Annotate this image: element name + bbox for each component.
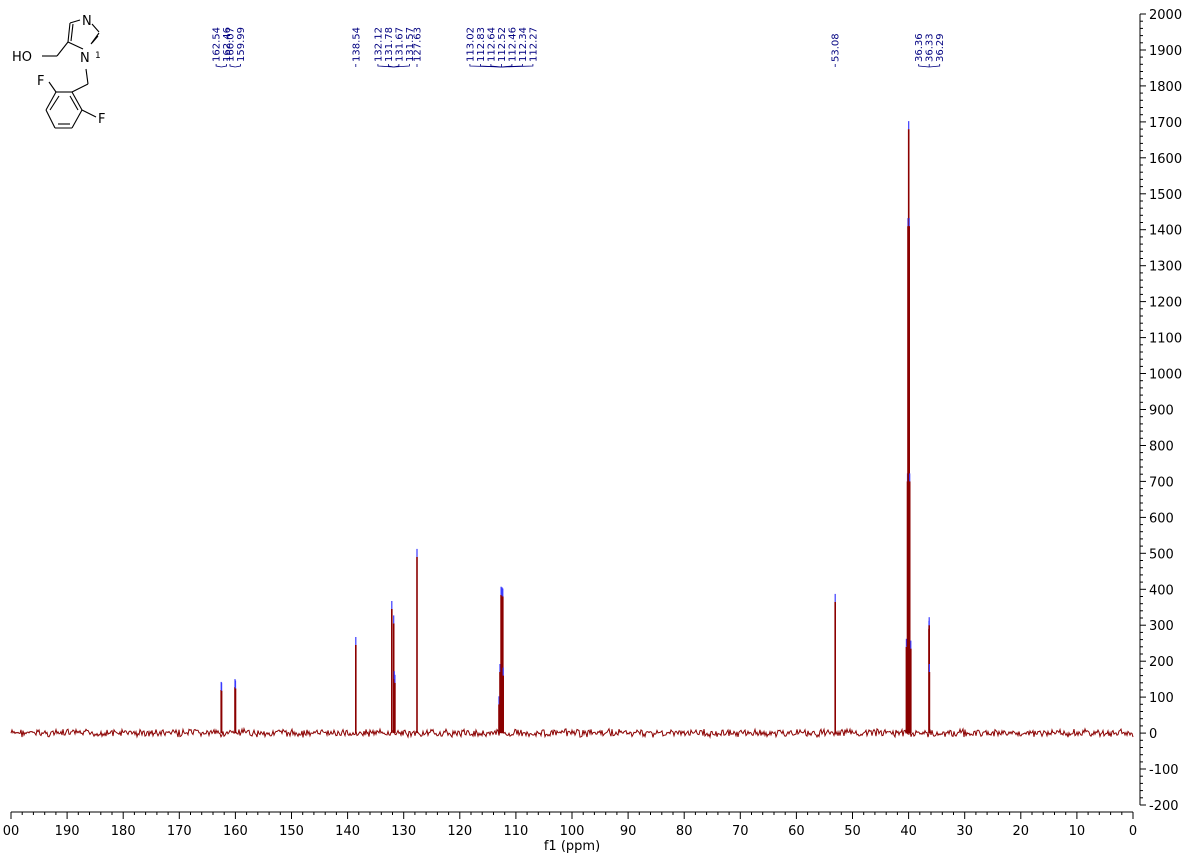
spectrum-layer <box>10 726 1134 740</box>
x-tick-label: 20 <box>1013 824 1030 839</box>
peak-label-connector <box>221 64 227 68</box>
x-tick-label: 160 <box>223 824 248 839</box>
y-tick-label: 1700 <box>1149 116 1182 131</box>
peak-layer <box>220 121 931 734</box>
x-tick-label: 60 <box>788 824 805 839</box>
peak-label-connector <box>929 64 941 68</box>
peak-label-connector <box>377 64 394 68</box>
y-tick-label: 300 <box>1149 619 1174 634</box>
y-tick-label: 800 <box>1149 440 1174 455</box>
x-tick-label: 180 <box>111 824 136 839</box>
peak-label: 132.12 <box>373 27 384 62</box>
x-tick-label: 130 <box>391 824 416 839</box>
y-tick-label: 1500 <box>1149 188 1182 203</box>
y-tick-label: 100 <box>1149 691 1174 706</box>
x-tick-label: 90 <box>620 824 637 839</box>
peak-label: 131.78 <box>384 27 395 62</box>
peak-label: 159.99 <box>236 27 247 62</box>
y-tick-label: 400 <box>1149 583 1174 598</box>
x-tick-label: 10 <box>1069 824 1086 839</box>
peak-label: 113.02 <box>465 27 476 62</box>
y-tick-label: 600 <box>1149 511 1174 526</box>
y-tick-label: -100 <box>1149 763 1179 778</box>
peak-label: 36.29 <box>935 33 946 62</box>
x-tick-label: 0 <box>1129 824 1137 839</box>
peak-label-connector <box>235 64 241 68</box>
peak-label: 112.34 <box>518 27 529 62</box>
y-tick-label: 1800 <box>1149 80 1182 95</box>
y-tick-label: -200 <box>1149 799 1179 814</box>
peak-label: 53.08 <box>831 33 842 62</box>
peak-label: 112.83 <box>476 27 487 62</box>
peak-label: 112.27 <box>528 27 539 62</box>
y-tick-label: 200 <box>1149 655 1174 670</box>
x-tick-label: 110 <box>503 824 528 839</box>
x-tick-label: 170 <box>167 824 192 839</box>
x-tick-label: 140 <box>335 824 360 839</box>
y-axis: 2000190018001700160015001400130012001100… <box>1139 8 1182 814</box>
atom-nitrogen-3: N <box>82 14 92 29</box>
y-tick-label: 1300 <box>1149 260 1182 275</box>
structure-bonds <box>42 19 100 129</box>
y-tick-label: 1200 <box>1149 296 1182 311</box>
peak-label: 138.54 <box>351 27 362 62</box>
y-tick-label: 500 <box>1149 547 1174 562</box>
peak-label-connector <box>388 64 394 68</box>
atom-fluorine-6: F <box>98 112 105 127</box>
peak-label: 131.67 <box>394 27 405 62</box>
x-axis: 00 190 180 170 160 150 140 130 120 110 100 90 80 70 60… <box>3 811 1137 839</box>
y-tick-label: 1100 <box>1149 332 1182 347</box>
spectrum-baseline <box>10 726 1134 740</box>
y-tick-label: 2000 <box>1149 8 1182 23</box>
x-tick-label: 100 <box>560 824 585 839</box>
peak-label: 162.54 <box>212 27 223 62</box>
peak-label-connector <box>490 64 502 68</box>
peak-label: 127.63 <box>413 27 424 62</box>
y-tick-label: 0 <box>1149 727 1157 742</box>
peak-label: 160.07 <box>226 27 237 62</box>
peak-label-connector <box>918 64 930 68</box>
y-tick-label: 1000 <box>1149 368 1182 383</box>
peak-label: 112.46 <box>507 27 518 62</box>
y-tick-label: 1400 <box>1149 224 1182 239</box>
peak-label-connector <box>215 64 222 68</box>
peak-label-connector <box>501 64 534 68</box>
peak-label: 162.46 <box>222 27 233 62</box>
y-tick-label: 900 <box>1149 404 1174 419</box>
x-tick-label: 40 <box>900 824 917 839</box>
y-tick-label: 700 <box>1149 475 1174 490</box>
x-tick-label: 190 <box>55 824 80 839</box>
x-tick-label: 50 <box>844 824 861 839</box>
molecule-structure: N N 1 HO F F <box>12 14 105 129</box>
x-tick-label: 70 <box>732 824 749 839</box>
peak-label-connector <box>229 64 236 68</box>
y-tick-label: 1900 <box>1149 44 1182 59</box>
x-axis-title: f1 (ppm) <box>544 839 600 854</box>
x-tick-label: 120 <box>447 824 472 839</box>
peak-label-connector <box>393 64 410 68</box>
x-tick-label: 30 <box>956 824 973 839</box>
peak-label: 112.52 <box>497 27 508 62</box>
x-tick-label: 00 <box>3 824 20 839</box>
peak-label: 112.64 <box>486 27 497 62</box>
x-tick-label: 80 <box>676 824 693 839</box>
peak-label: 36.36 <box>914 33 925 62</box>
x-tick-label: 150 <box>279 824 304 839</box>
peak-label: 36.33 <box>925 33 936 62</box>
atom-fluorine-2: F <box>37 74 44 89</box>
peak-label: 131.57 <box>405 27 416 62</box>
y-tick-label: 1600 <box>1149 152 1182 167</box>
atom-nitrogen-1: N <box>80 51 90 66</box>
atom-locant: 1 <box>95 51 101 61</box>
atom-hydroxyl: HO <box>12 50 32 65</box>
